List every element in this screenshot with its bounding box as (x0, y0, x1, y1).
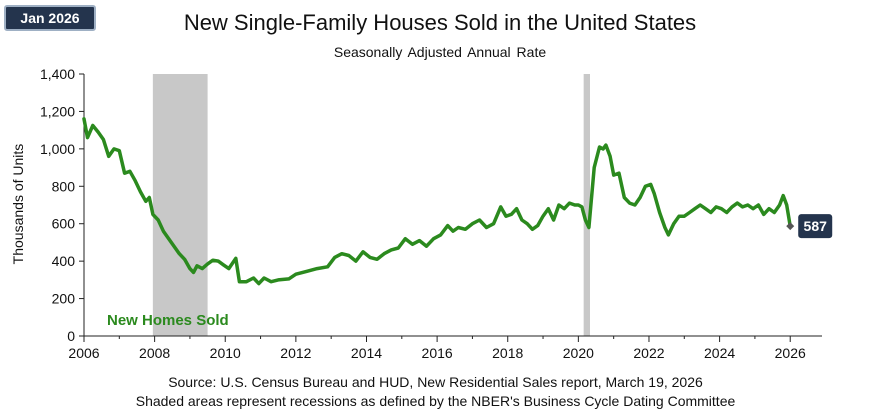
y-tick-label: 200 (52, 291, 76, 307)
callout-value: 587 (804, 218, 828, 234)
y-tick-label: 1,400 (40, 66, 75, 82)
recession-note: Shaded areas represent recessions as def… (135, 393, 736, 409)
recession-band (583, 74, 591, 336)
last-point-marker (786, 222, 795, 231)
last-value-callout: 587 (786, 214, 833, 239)
recession-band (152, 74, 208, 336)
series-label: New Homes Sold (107, 312, 229, 329)
y-tick-label: 600 (52, 216, 76, 232)
y-axis-title: Thousands of Units (10, 144, 26, 265)
x-tick-label: 2016 (422, 345, 453, 361)
series-line-new-homes-sold (82, 117, 792, 286)
series-layer (82, 117, 792, 286)
chart-subtitle: Seasonally Adjusted Annual Rate (333, 44, 547, 60)
source-note: Source: U.S. Census Bureau and HUD, New … (168, 374, 703, 390)
y-tick-label: 1,200 (40, 103, 75, 119)
y-tick-label: 800 (52, 178, 76, 194)
x-tick-label: 2026 (775, 345, 806, 361)
x-tick-label: 2024 (704, 345, 735, 361)
x-tick-label: 2020 (563, 345, 594, 361)
recession-shading (152, 74, 591, 336)
x-tick-label: 2018 (492, 345, 523, 361)
axes: 0 200 400 600 800 1,000 1,200 1,400 2006 2008 2010… (40, 66, 822, 361)
y-tick-label: 400 (52, 253, 76, 269)
callout-box (798, 214, 833, 239)
date-badge: Jan 2026 (4, 5, 96, 31)
line-chart: 0 200 400 600 800 1,000 1,200 1,400 2006 2008 2010… (10, 66, 833, 361)
y-tick-label: 1,000 (40, 141, 75, 157)
y-tick-label: 0 (67, 328, 75, 344)
x-tick-label: 2010 (210, 345, 241, 361)
x-tick-label: 2012 (280, 345, 311, 361)
x-tick-label: 2022 (633, 345, 664, 361)
chart-title: New Single-Family Houses Sold in the Uni… (183, 10, 697, 35)
x-tick-label: 2008 (139, 345, 170, 361)
x-tick-label: 2006 (68, 345, 99, 361)
x-tick-label: 2014 (351, 345, 382, 361)
